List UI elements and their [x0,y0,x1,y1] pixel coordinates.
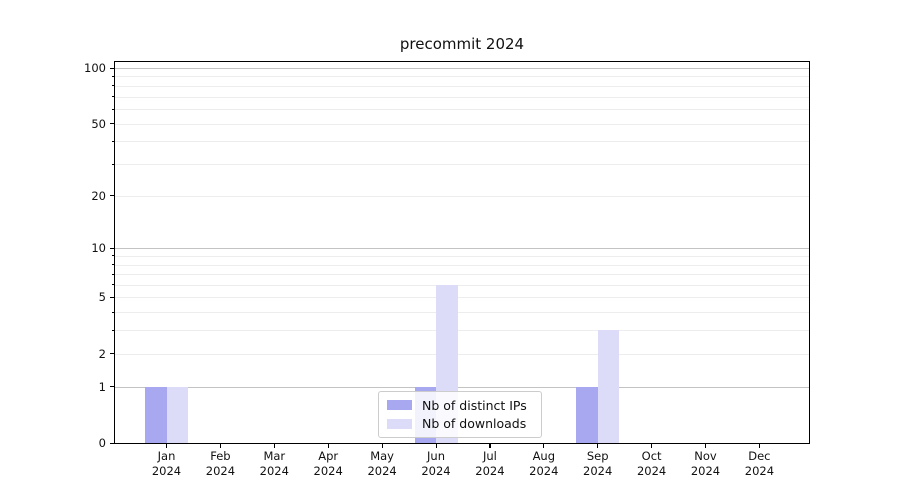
legend: Nb of distinct IPs Nb of downloads [378,391,542,438]
x-tick-label: Apr 2024 [313,449,343,478]
y-tick-label: 50 [91,116,106,131]
y-minor-tick-mark [111,75,114,77]
x-tick-label: Jul 2024 [475,449,505,478]
y-minor-tick-mark [111,284,114,286]
y-minor-tick-mark [111,140,114,142]
y-tick-label: 100 [84,61,106,75]
gridline-minor [115,109,809,110]
gridline-minor [115,85,809,87]
gridline-minor [115,123,809,125]
x-tick-label: Aug 2024 [529,449,559,478]
y-tick-mark [110,67,114,69]
y-tick-label: 2 [98,346,106,361]
bar-distinct-ips [576,386,598,443]
x-tick-mark [435,444,437,448]
x-tick-mark [489,444,491,448]
y-minor-tick-mark [111,123,114,124]
x-tick-label: Feb 2024 [205,449,236,478]
y-minor-tick-mark [111,311,114,313]
gridline-minor [115,330,809,332]
x-tick-label: Jun 2024 [421,449,451,478]
gridline-major [115,386,809,388]
chart-title: precommit 2024 [399,35,525,53]
y-minor-tick-mark [111,163,114,165]
y-tick-label: 10 [91,241,106,256]
x-tick-mark [273,444,275,448]
gridline-major [115,248,809,250]
y-minor-tick-mark [111,264,114,265]
gridline-minor [115,76,809,78]
bar-distinct-ips [145,386,167,443]
x-tick-mark [597,444,599,448]
x-tick-label: Dec 2024 [744,449,775,478]
y-minor-tick-mark [111,108,114,110]
y-tick-label: 1 [98,379,106,394]
legend-row: Nb of distinct IPs [387,396,533,415]
gridline-minor [115,141,809,143]
gridline-minor [115,353,809,355]
gridline-minor [115,274,809,275]
x-tick-label: May 2024 [367,449,397,478]
x-tick-mark [705,444,707,448]
y-minor-tick-mark [111,273,114,275]
x-tick-mark [543,444,545,448]
y-minor-tick-mark [111,329,114,331]
y-minor-tick-mark [111,353,114,355]
x-tick-label: Nov 2024 [690,449,721,478]
x-tick-mark [219,444,222,448]
y-tick-label: 20 [91,188,106,203]
gridline-minor [115,297,809,299]
gridline-minor [115,96,809,98]
legend-row: Nb of downloads [387,415,533,434]
y-minor-tick-mark [111,296,114,298]
y-minor-tick-mark [111,85,114,87]
gridline-minor [115,195,809,197]
y-minor-tick-mark [111,96,114,98]
legend-label: Nb of distinct IPs [422,397,527,413]
y-tick-label: 0 [98,436,106,450]
gridline-minor [115,264,809,266]
y-minor-tick-mark [111,255,114,257]
y-tick-mark [110,247,114,249]
bar-downloads [597,330,620,443]
gridline-minor [115,164,809,165]
legend-swatch-distinct-ips [387,400,412,411]
x-tick-mark [166,444,168,448]
x-tick-mark [381,444,383,448]
legend-swatch-downloads [387,418,412,429]
y-tick-mark [110,386,114,388]
gridline-minor [115,255,809,257]
x-tick-mark [758,444,761,448]
x-tick-label: Mar 2024 [259,449,289,478]
x-tick-mark [651,444,653,448]
x-tick-label: Sep 2024 [583,449,613,478]
y-minor-tick-mark [111,195,114,197]
plot-area [114,61,810,444]
x-tick-label: Oct 2024 [636,449,667,478]
bar-downloads [166,386,188,443]
gridline-minor [115,284,809,286]
gridline-minor [115,312,809,314]
x-tick-label: Jan 2024 [151,449,182,478]
y-tick-label: 5 [98,290,106,305]
legend-label: Nb of downloads [422,416,527,432]
y-tick-mark [110,442,114,444]
gridline-major [115,68,809,69]
x-tick-mark [327,444,329,448]
